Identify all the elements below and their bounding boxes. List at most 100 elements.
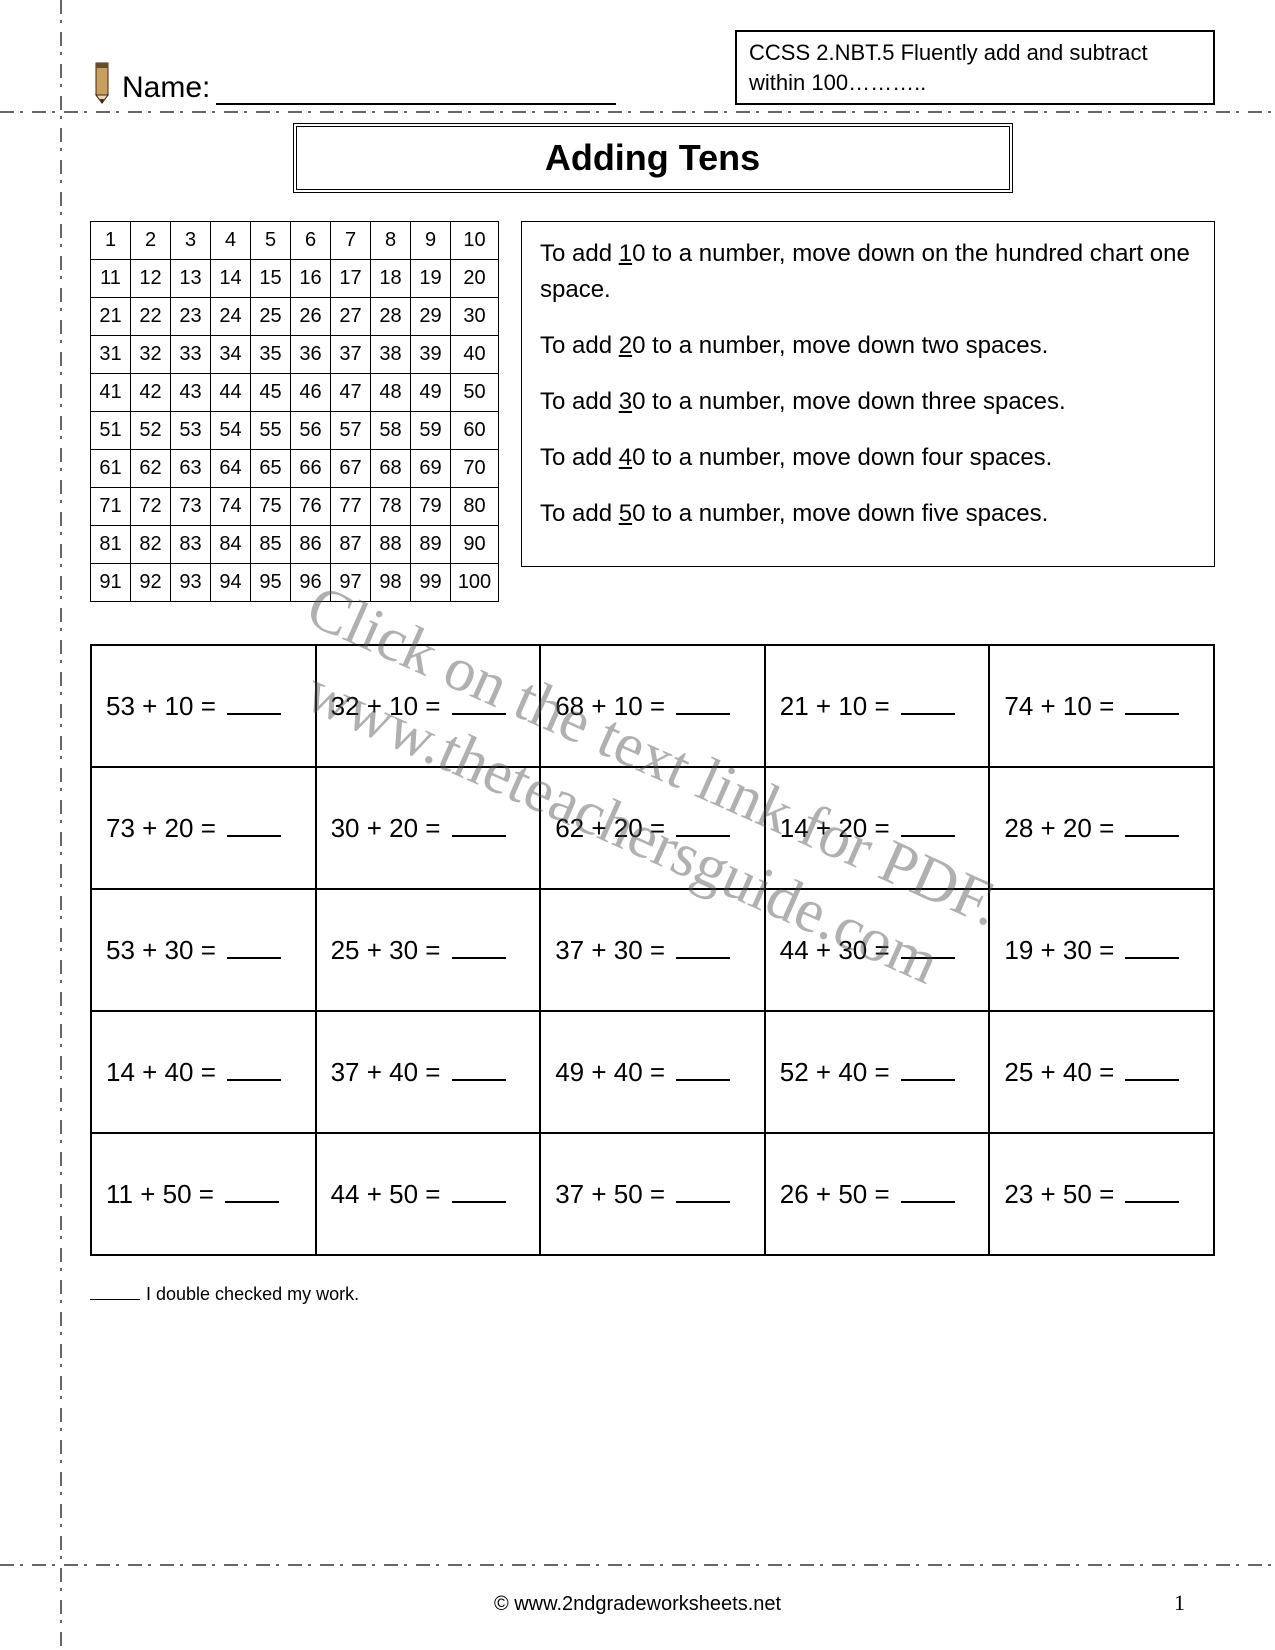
hundred-chart: 1234567891011121314151617181920212223242…: [90, 221, 499, 602]
hundred-chart-cell: 80: [451, 488, 499, 526]
hundred-chart-cell: 73: [171, 488, 211, 526]
mid-row: 1234567891011121314151617181920212223242…: [90, 221, 1215, 602]
hundred-chart-cell: 14: [211, 260, 251, 298]
problem-cell: 14 + 20 =: [765, 767, 990, 889]
answer-blank[interactable]: [225, 1181, 279, 1203]
answer-blank[interactable]: [1125, 693, 1179, 715]
hundred-chart-cell: 4: [211, 222, 251, 260]
hundred-chart-cell: 70: [451, 450, 499, 488]
hundred-chart-cell: 36: [291, 336, 331, 374]
problem-cell: 19 + 30 =: [989, 889, 1214, 1011]
instruction-line: To add 50 to a number, move down five sp…: [540, 496, 1196, 532]
answer-blank[interactable]: [901, 1059, 955, 1081]
page-number: 1: [1174, 1590, 1185, 1616]
hundred-chart-cell: 38: [371, 336, 411, 374]
answer-blank[interactable]: [452, 815, 506, 837]
answer-blank[interactable]: [901, 693, 955, 715]
hundred-chart-cell: 43: [171, 374, 211, 412]
problem-text: 30 + 20 =: [331, 813, 448, 843]
hundred-chart-cell: 96: [291, 564, 331, 602]
hundred-chart-cell: 58: [371, 412, 411, 450]
problem-cell: 23 + 50 =: [989, 1133, 1214, 1255]
answer-blank[interactable]: [901, 1181, 955, 1203]
problem-cell: 49 + 40 =: [540, 1011, 765, 1133]
problem-cell: 37 + 40 =: [316, 1011, 541, 1133]
hundred-chart-cell: 77: [331, 488, 371, 526]
name-input-line[interactable]: [216, 77, 616, 105]
answer-blank[interactable]: [1125, 815, 1179, 837]
hundred-chart-cell: 3: [171, 222, 211, 260]
hundred-chart-cell: 95: [251, 564, 291, 602]
problem-cell: 62 + 20 =: [540, 767, 765, 889]
hundred-chart-cell: 28: [371, 298, 411, 336]
problem-cell: 74 + 10 =: [989, 645, 1214, 767]
problem-cell: 53 + 10 =: [91, 645, 316, 767]
problem-text: 73 + 20 =: [106, 813, 223, 843]
hundred-chart-cell: 11: [91, 260, 131, 298]
pencil-icon: [90, 57, 114, 105]
hundred-chart-cell: 54: [211, 412, 251, 450]
hundred-chart-cell: 94: [211, 564, 251, 602]
hundred-chart-cell: 46: [291, 374, 331, 412]
answer-blank[interactable]: [227, 1059, 281, 1081]
hundred-chart-cell: 50: [451, 374, 499, 412]
hundred-chart-cell: 6: [291, 222, 331, 260]
answer-blank[interactable]: [452, 1181, 506, 1203]
problem-text: 37 + 40 =: [331, 1057, 448, 1087]
hundred-chart-cell: 65: [251, 450, 291, 488]
check-blank[interactable]: [90, 1286, 140, 1300]
hundred-chart-cell: 5: [251, 222, 291, 260]
hundred-chart-cell: 24: [211, 298, 251, 336]
hundred-chart-cell: 59: [411, 412, 451, 450]
problem-text: 53 + 10 =: [106, 691, 223, 721]
answer-blank[interactable]: [901, 937, 955, 959]
hundred-chart-cell: 83: [171, 526, 211, 564]
problem-cell: 11 + 50 =: [91, 1133, 316, 1255]
hundred-chart-cell: 18: [371, 260, 411, 298]
answer-blank[interactable]: [1125, 1059, 1179, 1081]
answer-blank[interactable]: [227, 937, 281, 959]
answer-blank[interactable]: [452, 693, 506, 715]
answer-blank[interactable]: [1125, 937, 1179, 959]
problem-cell: 30 + 20 =: [316, 767, 541, 889]
name-label: Name:: [122, 71, 210, 105]
answer-blank[interactable]: [676, 937, 730, 959]
hundred-chart-cell: 21: [91, 298, 131, 336]
problem-text: 49 + 40 =: [555, 1057, 672, 1087]
hundred-chart-cell: 40: [451, 336, 499, 374]
name-block: Name:: [90, 57, 616, 105]
answer-blank[interactable]: [452, 1059, 506, 1081]
answer-blank[interactable]: [676, 1181, 730, 1203]
hundred-chart-cell: 12: [131, 260, 171, 298]
hundred-chart-cell: 93: [171, 564, 211, 602]
answer-blank[interactable]: [227, 693, 281, 715]
problem-text: 25 + 30 =: [331, 935, 448, 965]
answer-blank[interactable]: [452, 937, 506, 959]
answer-blank[interactable]: [676, 1059, 730, 1081]
left-cut-line: [60, 0, 62, 1650]
hundred-chart-cell: 74: [211, 488, 251, 526]
hundred-chart-cell: 67: [331, 450, 371, 488]
hundred-chart-cell: 10: [451, 222, 499, 260]
hundred-chart-cell: 61: [91, 450, 131, 488]
hundred-chart-cell: 16: [291, 260, 331, 298]
hundred-chart-cell: 22: [131, 298, 171, 336]
hundred-chart-cell: 84: [211, 526, 251, 564]
hundred-chart-cell: 17: [331, 260, 371, 298]
hundred-chart-cell: 45: [251, 374, 291, 412]
hundred-chart-cell: 49: [411, 374, 451, 412]
answer-blank[interactable]: [901, 815, 955, 837]
answer-blank[interactable]: [676, 815, 730, 837]
instructions-box: To add 10 to a number, move down on the …: [521, 221, 1215, 567]
hundred-chart-cell: 29: [411, 298, 451, 336]
instruction-line: To add 30 to a number, move down three s…: [540, 384, 1196, 420]
hundred-chart-cell: 60: [451, 412, 499, 450]
answer-blank[interactable]: [227, 815, 281, 837]
instruction-line: To add 10 to a number, move down on the …: [540, 236, 1196, 308]
hundred-chart-cell: 69: [411, 450, 451, 488]
hundred-chart-cell: 90: [451, 526, 499, 564]
answer-blank[interactable]: [1125, 1181, 1179, 1203]
hundred-chart-cell: 91: [91, 564, 131, 602]
answer-blank[interactable]: [676, 693, 730, 715]
problem-cell: 25 + 40 =: [989, 1011, 1214, 1133]
